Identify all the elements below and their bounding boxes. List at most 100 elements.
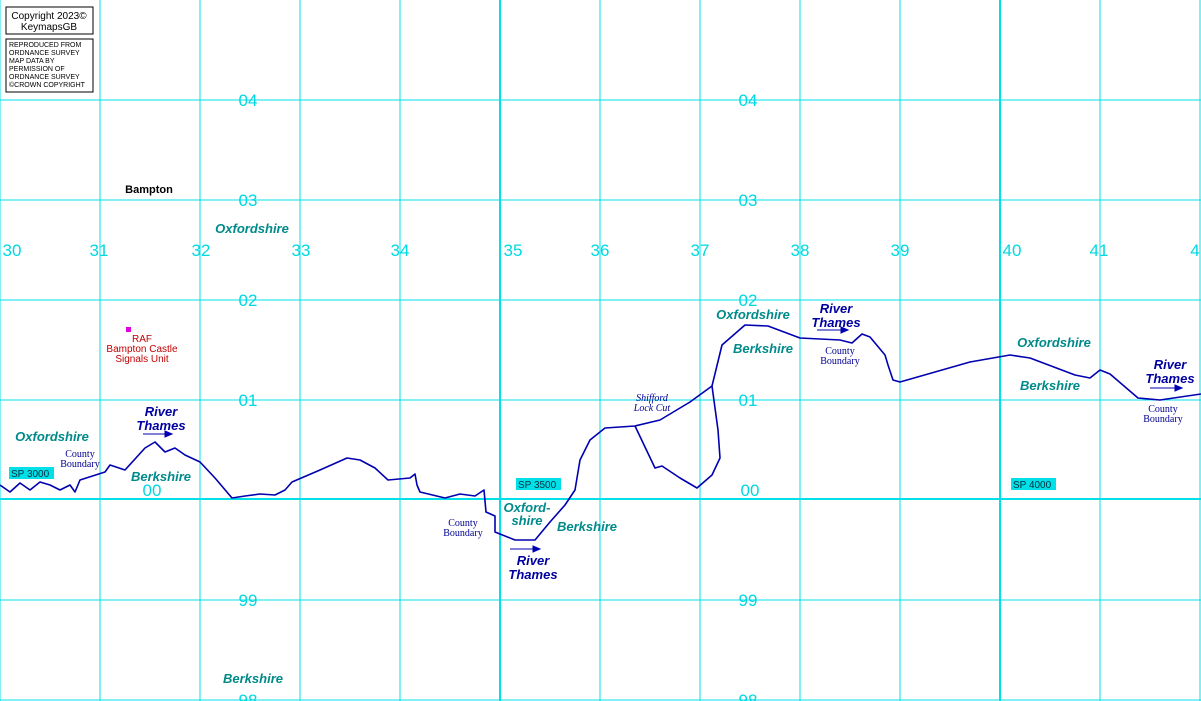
easting-label: 40: [1003, 241, 1022, 260]
county-label-line: Berkshire: [1020, 378, 1080, 393]
northing-label: 04: [239, 91, 258, 110]
county-label: Oxfordshire: [15, 429, 89, 444]
county-label: Berkshire: [733, 341, 793, 356]
northing-label: 04: [739, 91, 758, 110]
river-label-line: River: [145, 404, 178, 419]
river-label-line: Thames: [1145, 371, 1194, 386]
river-label-line: Thames: [811, 315, 860, 330]
place-name: Bampton: [125, 184, 173, 196]
raf-marker: [126, 327, 131, 332]
notice-box: [5, 38, 94, 93]
sheet-label: SP 3000: [11, 469, 50, 480]
northing-label: 00: [143, 481, 162, 500]
boundary-label-line: County: [1148, 404, 1177, 415]
copyright-line: KeymapsGB: [21, 22, 77, 33]
county-label-line: Oxfordshire: [1017, 335, 1091, 350]
county-label-line: Berkshire: [131, 469, 191, 484]
lock-cut-label-line: Shifford: [636, 393, 669, 404]
boundary-label-line: Boundary: [820, 356, 859, 367]
county-label: Berkshire: [131, 469, 191, 484]
county-label: Oxfordshire: [215, 221, 289, 236]
county-label-line: Oxfordshire: [716, 307, 790, 322]
county-label-line: Oxford-: [504, 500, 551, 515]
northing-label: 01: [739, 391, 758, 410]
sheet-label: SP 4000: [1013, 480, 1052, 491]
northing-label: 02: [239, 291, 258, 310]
county-label-line: shire: [511, 513, 542, 528]
county-label-line: Berkshire: [223, 671, 283, 686]
lock-cut-label: Shifford Lock Cut: [633, 393, 671, 414]
raf-label-line: Signals Unit: [115, 354, 169, 365]
county-label-line: Oxfordshire: [15, 429, 89, 444]
county-label-line: Berkshire: [733, 341, 793, 356]
northing-label: 98: [239, 691, 258, 701]
boundary-label-line: County: [65, 449, 94, 460]
notice-line: MAP DATA BY: [9, 58, 55, 65]
river-label: River Thames: [508, 553, 557, 582]
county-label: Oxfordshire: [1017, 335, 1091, 350]
labels: 30 31 32 33 34 35 36 37 38 39 40 41 4 04 04 03 03 02 02 01 0…: [3, 11, 1200, 701]
raf-label: RAF Bampton Castle Signals Unit: [106, 334, 178, 365]
boundary-label-line: Boundary: [60, 459, 99, 470]
county-label-line: Oxfordshire: [215, 221, 289, 236]
river-label-line: River: [820, 301, 853, 316]
northing-label: 01: [239, 391, 258, 410]
river-thames: [0, 324, 1201, 541]
raf-label-line: RAF: [132, 334, 152, 345]
boundary-label-line: County: [825, 346, 854, 357]
notice: REPRODUCED FROM ORDNANCE SURVEY MAP DATA B…: [9, 42, 86, 89]
boundary-label: County Boundary: [443, 518, 482, 539]
northing-label: 03: [739, 191, 758, 210]
easting-label: 32: [192, 241, 211, 260]
boundary-label-line: Boundary: [1143, 414, 1182, 425]
easting-label: 39: [891, 241, 910, 260]
sheet-box: [9, 467, 54, 479]
boundary-label: County Boundary: [820, 346, 859, 367]
easting-label: 4: [1190, 241, 1199, 260]
county-label: Berkshire: [223, 671, 283, 686]
county-label-line: Berkshire: [557, 519, 617, 534]
easting-label: 35: [504, 241, 523, 260]
river-label: River Thames: [1145, 357, 1194, 386]
easting-label: 31: [90, 241, 109, 260]
notice-line: ORDNANCE SURVEY: [9, 74, 80, 81]
county-label: Berkshire: [557, 519, 617, 534]
boundary-label-line: County: [448, 518, 477, 529]
county-label: Oxfordshire: [716, 307, 790, 322]
copyright-box: [5, 6, 94, 35]
copyright: Copyright 2023© KeymapsGB: [11, 11, 87, 33]
easting-label: 38: [791, 241, 810, 260]
flow-arrows: [143, 326, 1184, 553]
river-label: River Thames: [811, 301, 860, 330]
county-label: Berkshire: [1020, 378, 1080, 393]
northing-label: 98: [739, 691, 758, 701]
shifford-lock-cut: [634, 385, 721, 489]
notice-line: ©CROWN COPYRIGHT: [9, 81, 86, 89]
northing-label: 99: [239, 591, 258, 610]
river-label-line: Thames: [136, 418, 185, 433]
river-label-line: River: [517, 553, 550, 568]
river-label: River Thames: [136, 404, 185, 433]
easting-label: 34: [391, 241, 410, 260]
raf-label-line: Bampton Castle: [106, 344, 178, 355]
boundary-label: County Boundary: [1143, 404, 1182, 425]
easting-label: 30: [3, 241, 22, 260]
lock-cut-label-line: Lock Cut: [633, 403, 671, 414]
sheet-box: [516, 478, 561, 490]
northing-label: 99: [739, 591, 758, 610]
notice-line: REPRODUCED FROM: [9, 42, 82, 49]
easting-label: 33: [292, 241, 311, 260]
notice-line: PERMISSION OF: [9, 66, 65, 73]
northing-label: 02: [739, 291, 758, 310]
northing-label: 03: [239, 191, 258, 210]
notice-line: ORDNANCE SURVEY: [9, 50, 80, 57]
river-label-line: Thames: [508, 567, 557, 582]
copyright-line: Copyright 2023©: [11, 11, 87, 22]
easting-label: 37: [691, 241, 710, 260]
boundary-label-line: Boundary: [443, 528, 482, 539]
easting-label: 41: [1090, 241, 1109, 260]
northing-label: 00: [741, 481, 760, 500]
boundary-label: County Boundary: [60, 449, 99, 470]
